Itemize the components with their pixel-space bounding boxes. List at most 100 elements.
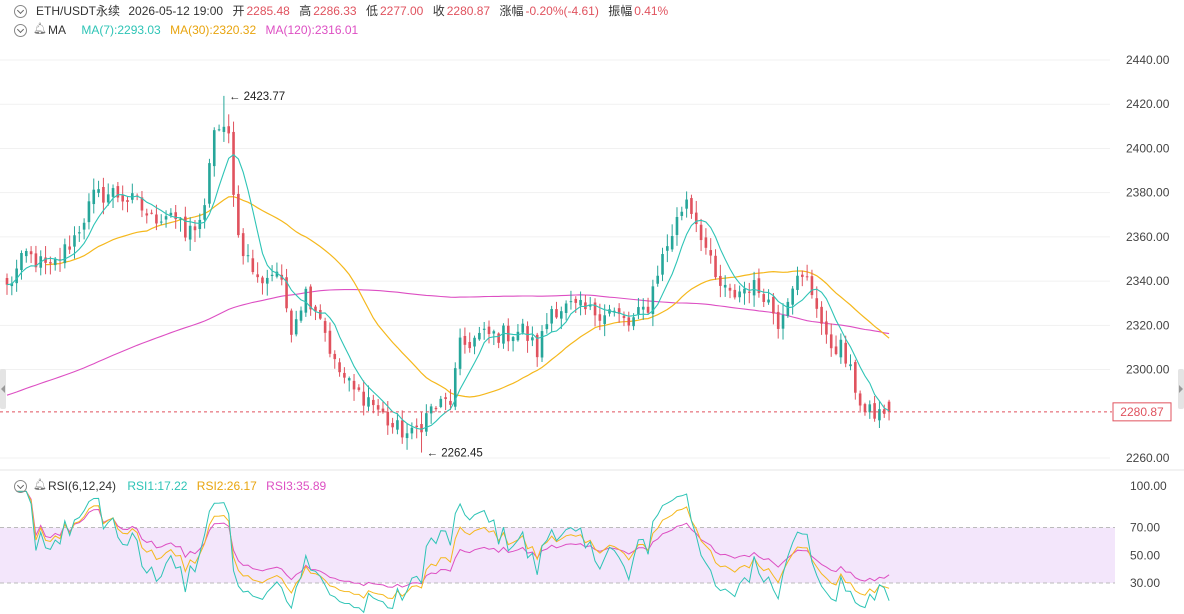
candle	[555, 301, 558, 319]
candle-body	[588, 304, 592, 307]
candle-body	[184, 216, 187, 238]
candle-body	[198, 219, 202, 230]
candle	[728, 283, 732, 299]
candle	[868, 400, 872, 419]
candle-body	[24, 251, 28, 257]
scroll-right-handle[interactable]	[1178, 369, 1184, 409]
candle	[757, 268, 761, 298]
candle-body	[854, 362, 857, 393]
candle	[733, 284, 737, 300]
datetime-label: 2026-05-12 19:00	[128, 4, 224, 18]
candle	[579, 291, 582, 316]
price-tick-label: 2300.00	[1126, 363, 1170, 377]
candle	[560, 306, 563, 330]
candle	[439, 395, 443, 409]
candle-body	[116, 186, 120, 198]
candle-body	[299, 310, 303, 321]
candle-body	[801, 274, 804, 277]
candle-body	[169, 212, 173, 216]
candle-body	[791, 288, 794, 305]
candle-body	[521, 323, 525, 333]
high-marker-label: ← 2423.77	[229, 91, 285, 103]
candle-body	[237, 193, 240, 236]
candle-body	[545, 324, 549, 330]
collapse-chevron-icon[interactable]	[14, 24, 27, 37]
scroll-left-handle[interactable]	[0, 369, 6, 409]
candle-body	[396, 420, 399, 430]
candle	[863, 402, 867, 416]
candle-body	[15, 268, 18, 284]
candle	[482, 321, 486, 340]
price-tick-label: 2380.00	[1126, 186, 1170, 200]
candle	[44, 246, 47, 275]
candle-body	[516, 331, 520, 341]
alert-bell-icon[interactable]: 🔔︎	[33, 23, 47, 35]
candle-body	[63, 244, 67, 264]
candle-body	[87, 201, 91, 223]
candle	[487, 320, 491, 344]
candle	[873, 396, 876, 422]
candle	[347, 376, 351, 392]
collapse-chevron-icon[interactable]	[14, 5, 27, 18]
change-value: -0.20%(-4.61)	[525, 4, 599, 18]
candle-body	[550, 309, 553, 324]
candle	[675, 207, 679, 246]
candle-body	[261, 277, 264, 284]
candle	[690, 194, 693, 219]
candle	[656, 265, 659, 287]
change-label: 涨幅	[499, 4, 524, 18]
candle	[627, 311, 631, 332]
candle	[227, 114, 231, 144]
candle	[458, 328, 462, 376]
candle-body	[319, 309, 322, 319]
candle-body	[323, 321, 327, 333]
candle-body	[868, 404, 872, 413]
candle	[256, 262, 259, 283]
candle-body	[651, 286, 655, 315]
candle-body	[608, 309, 611, 314]
candle-body	[839, 339, 843, 358]
candle	[217, 124, 221, 132]
candle-body	[719, 275, 722, 286]
candle-body	[531, 337, 534, 341]
candle	[212, 127, 216, 177]
candle-body	[685, 199, 688, 209]
candle	[878, 401, 881, 429]
candle	[593, 298, 597, 327]
candle-body	[670, 236, 674, 250]
candle-body	[709, 250, 713, 256]
candle-body	[193, 226, 197, 231]
price-tick-label: 2420.00	[1126, 97, 1170, 111]
candle-body	[873, 403, 876, 419]
rsi1-line	[16, 490, 890, 614]
candle-body	[617, 308, 621, 314]
candle-body	[400, 420, 404, 438]
candle	[208, 158, 211, 208]
candle	[352, 374, 356, 401]
candle	[121, 185, 124, 211]
candle-body	[810, 276, 814, 296]
collapse-chevron-icon[interactable]	[14, 480, 27, 493]
price-tick-label: 2440.00	[1126, 53, 1170, 67]
candle-body	[772, 296, 775, 314]
candle	[858, 390, 862, 411]
candle-body	[82, 222, 86, 230]
candle	[357, 384, 361, 392]
candle-body	[347, 378, 351, 381]
candle	[97, 180, 100, 198]
ma7-line	[6, 153, 890, 430]
candle-body	[208, 163, 211, 204]
candle	[796, 266, 799, 296]
candle	[102, 177, 105, 215]
symbol-label: ETH/USDT永续	[36, 4, 121, 18]
candle	[685, 191, 688, 218]
alert-bell-icon[interactable]: 🔔︎	[33, 479, 47, 491]
candle	[584, 294, 587, 315]
candle	[184, 206, 187, 242]
candle	[251, 249, 255, 275]
ma120-line	[6, 289, 890, 396]
candle-body	[844, 342, 847, 364]
candle-body	[92, 189, 96, 205]
